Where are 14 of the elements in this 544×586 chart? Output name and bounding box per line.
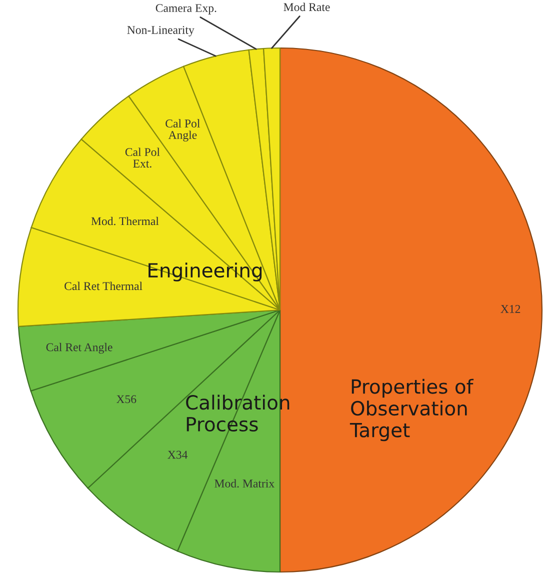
text: Engineering	[148, 262, 262, 282]
slice-label: X34	[168, 450, 188, 459]
slice-label: Cal Pol Angle	[166, 119, 200, 142]
text: Properties of Observation Target	[350, 378, 474, 442]
slice-label: Non-Linearity	[127, 26, 194, 36]
slice-label: Camera Exp.	[156, 4, 216, 14]
slice-label: Cal Ret Angle	[46, 342, 112, 354]
slice-label: Mod Rate	[284, 2, 330, 12]
slice-label: X12	[500, 305, 520, 313]
slice-label: Mod. Thermal	[91, 216, 159, 226]
slice-label: Cal Pol Ext.	[125, 148, 160, 168]
slice-label: Mod. Matrix	[214, 479, 274, 488]
slice-label: Cal Ret Thermal	[64, 282, 142, 290]
slice-label: X56	[116, 395, 136, 404]
